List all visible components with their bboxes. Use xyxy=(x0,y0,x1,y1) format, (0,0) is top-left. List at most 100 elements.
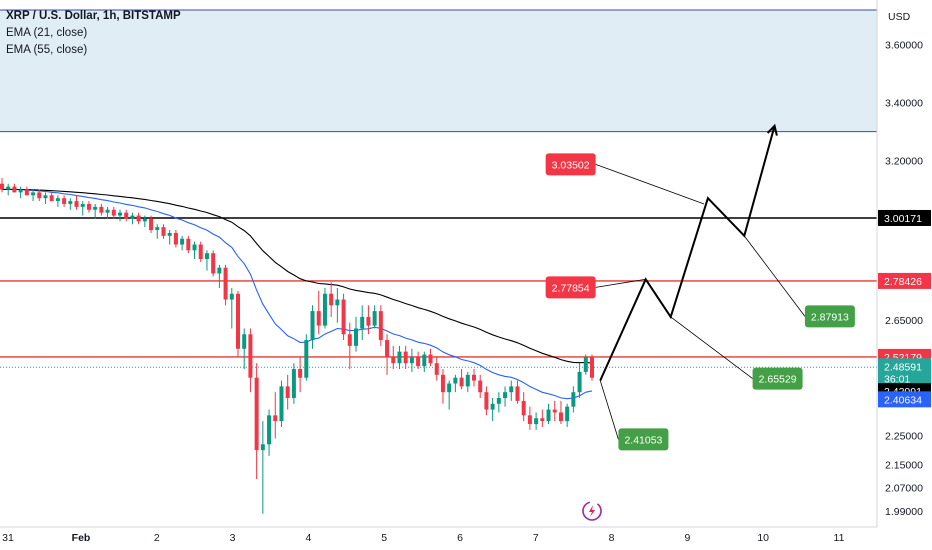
ema21-tag-text: 2.40634 xyxy=(884,394,922,406)
candle-body xyxy=(80,203,85,207)
candle-body xyxy=(192,244,197,251)
candle-body xyxy=(211,253,216,274)
candle xyxy=(99,203,104,216)
candle-body xyxy=(571,392,576,407)
candle-body xyxy=(6,186,11,190)
candle-body xyxy=(149,218,154,231)
candle xyxy=(583,354,588,375)
candle xyxy=(409,348,414,372)
candle-body xyxy=(24,189,29,196)
candle xyxy=(335,287,340,323)
annotation-text: 3.03502 xyxy=(552,159,590,171)
candle xyxy=(254,363,259,480)
candle xyxy=(428,348,433,367)
candle xyxy=(310,305,315,349)
candle xyxy=(223,264,228,306)
candle-body xyxy=(391,357,396,364)
candle-body xyxy=(142,218,147,222)
annotations-layer: 3.03502 2.77854 2.87913 2.65529 2.41053 xyxy=(545,153,855,451)
candle-body xyxy=(204,253,209,259)
candle xyxy=(490,397,495,422)
candle-body xyxy=(496,397,501,404)
candle xyxy=(521,392,526,422)
candle xyxy=(347,322,352,370)
annotation-2.41053[interactable]: 2.41053 xyxy=(599,380,669,451)
candle xyxy=(565,403,570,427)
candle-body xyxy=(273,415,278,422)
candle xyxy=(198,241,203,262)
annotation-leader xyxy=(599,380,619,440)
candle xyxy=(440,369,445,404)
candle-body xyxy=(93,206,98,210)
candle xyxy=(465,371,470,393)
candle xyxy=(354,316,358,352)
annotation-2.87913[interactable]: 2.87913 xyxy=(743,235,855,328)
ema21-label[interactable]: EMA (21, close) xyxy=(6,27,88,39)
candle xyxy=(80,201,85,216)
candle-body xyxy=(304,340,309,378)
y-tick-label: 2.65000 xyxy=(885,315,923,327)
candle xyxy=(273,392,278,439)
sparkle-icon[interactable] xyxy=(582,501,602,521)
candle xyxy=(211,250,216,277)
price-tags-layer: 3.001712.784262.521792.4859136:012.42091… xyxy=(878,209,931,408)
candle xyxy=(142,215,147,228)
chart-legend: XRP / U.S. Dollar, 1h, BITSTAMP EMA (21,… xyxy=(6,8,181,59)
candle-body xyxy=(503,392,508,398)
candle xyxy=(111,206,116,219)
candle-body xyxy=(546,409,551,422)
x-tick-label: 9 xyxy=(684,532,690,544)
candle xyxy=(155,224,160,239)
y-tick-label: 3.60000 xyxy=(885,40,923,52)
annotation-box xyxy=(804,305,855,328)
annotation-2.65529[interactable]: 2.65529 xyxy=(670,316,803,390)
candle-body xyxy=(453,377,458,384)
candle-body xyxy=(434,363,439,375)
candle-body xyxy=(86,203,91,210)
ema21-tag[interactable]: 2.40634 xyxy=(878,391,931,408)
candle-body xyxy=(484,392,489,410)
candle xyxy=(31,189,36,202)
candle-body xyxy=(397,351,402,364)
projection-layer xyxy=(599,123,778,382)
level-tag-1[interactable]: 3.00171 xyxy=(878,209,931,226)
projection-arrowhead xyxy=(766,123,778,136)
ema-layer xyxy=(1,188,593,400)
candle xyxy=(484,386,489,416)
candle xyxy=(12,183,17,193)
candle xyxy=(204,250,209,271)
candle xyxy=(55,195,60,207)
annotation-2.77854[interactable]: 2.77854 xyxy=(545,276,646,299)
candle-body xyxy=(515,386,520,401)
candle xyxy=(577,363,582,398)
candle xyxy=(503,386,508,407)
candle xyxy=(590,354,594,381)
candle-body xyxy=(366,316,371,326)
candle-body xyxy=(267,415,272,445)
candle-body xyxy=(385,340,390,358)
annotation-3.03502[interactable]: 3.03502 xyxy=(545,153,705,205)
x-tick-label: 10 xyxy=(757,532,769,544)
symbol-title[interactable]: XRP / U.S. Dollar, 1h, BITSTAMP xyxy=(6,10,181,22)
candle xyxy=(149,215,154,233)
level-tag-2[interactable]: 2.78426 xyxy=(878,272,931,289)
candle xyxy=(322,287,327,329)
candle xyxy=(248,328,253,393)
candle xyxy=(509,380,514,401)
ema55-label[interactable]: EMA (55, close) xyxy=(6,44,88,56)
candle-body xyxy=(186,238,191,251)
candle-body xyxy=(74,201,79,207)
candles-layer xyxy=(0,177,594,514)
candle-body xyxy=(540,418,545,422)
candle-body xyxy=(155,227,160,231)
candle xyxy=(118,209,122,222)
candle xyxy=(167,230,172,245)
y-tick-label: 2.07000 xyxy=(885,483,923,495)
candle xyxy=(37,189,42,202)
candle-body xyxy=(472,374,476,381)
candle-body xyxy=(534,418,539,425)
candle-body xyxy=(316,311,321,326)
x-tick-label: 11 xyxy=(834,532,845,544)
